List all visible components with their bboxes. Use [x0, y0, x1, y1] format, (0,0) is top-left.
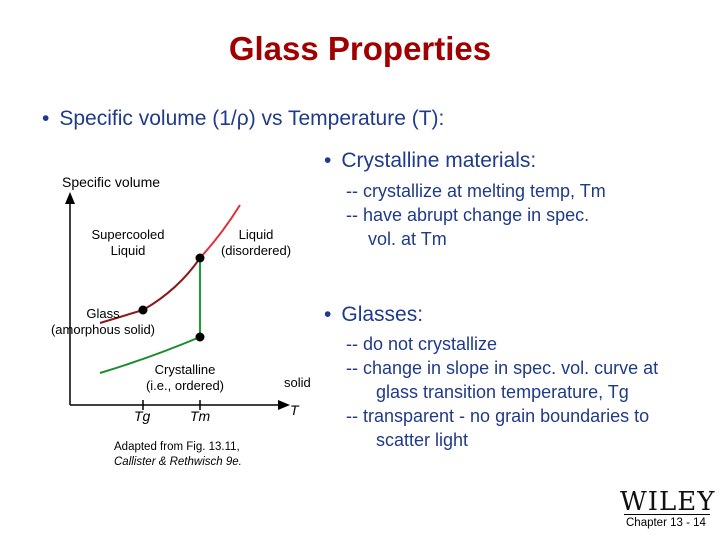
- crystalline-line1: -- crystallize at melting temp, Tm: [346, 181, 606, 201]
- glass-label-line2: (amorphous solid): [50, 322, 156, 337]
- main-bullet-text: Specific volume (1/ρ) vs Temperature (T)…: [59, 107, 445, 130]
- liquid-label: Liquid (disordered): [206, 227, 306, 259]
- crystalline-line3: vol. at Tm: [368, 229, 447, 249]
- liquid-label-line1: Liquid: [238, 227, 274, 242]
- x-axis-label: T: [290, 402, 299, 418]
- glass-label-line1: Glass: [86, 306, 120, 321]
- crystalline-label-line1: Crystalline: [154, 362, 216, 377]
- glasses-heading-text: Glasses:: [341, 303, 424, 326]
- glasses-line1: -- do not crystallize: [346, 334, 498, 354]
- caption-line2: Callister & Rethwisch 9e.: [114, 456, 242, 468]
- tick-label-tg: Tg: [134, 408, 151, 424]
- y-axis-arrow: [65, 192, 75, 204]
- point-liquid-tm: [195, 253, 205, 263]
- crystalline-curve: [99, 336, 201, 374]
- crystalline-heading: • Crystalline materials:: [324, 149, 536, 173]
- crystalline-line2: -- have abrupt change in spec.: [346, 205, 590, 225]
- glasses-line5: scatter light: [376, 430, 469, 450]
- crystalline-heading-text: Crystalline materials:: [341, 149, 537, 172]
- crystalline-label: Crystalline (i.e., ordered): [122, 362, 248, 394]
- wiley-logo: WILEY: [620, 487, 716, 517]
- point-crystal-tm: [195, 332, 205, 342]
- x-axis-arrow: [278, 400, 290, 410]
- glasses-heading: • Glasses:: [324, 303, 423, 327]
- glasses-line4: -- transparent - no grain boundaries to: [346, 406, 650, 426]
- y-axis-label: Specific volume: [62, 174, 161, 190]
- bullet-dot: •: [324, 303, 332, 326]
- glasses-line2: -- change in slope in spec. vol. curve a…: [346, 358, 659, 378]
- glass-curve: [99, 309, 144, 324]
- main-bullet: • Specific volume (1/ρ) vs Temperature (T…: [42, 107, 444, 131]
- glasses-line3: glass transition temperature, Tg: [376, 382, 629, 402]
- chapter-label: Chapter 13 - 14: [626, 517, 706, 529]
- crystalline-label-line2: (i.e., ordered): [145, 378, 225, 393]
- caption-line1: Adapted from Fig. 13.11,: [114, 441, 240, 453]
- supercooled-curve: [142, 257, 201, 311]
- tick-label-tm: Tm: [190, 408, 211, 424]
- solid-label: solid: [284, 375, 311, 390]
- footer-divider: [624, 514, 710, 515]
- supercooled-label-line1: Supercooled: [91, 227, 165, 242]
- point-glass-tg: [138, 305, 148, 315]
- liquid-label-line2: (disordered): [220, 243, 292, 258]
- slide-title: Glass Properties: [228, 30, 492, 67]
- glass-label: Glass (amorphous solid): [38, 306, 168, 338]
- supercooled-label: Supercooled Liquid: [78, 227, 178, 259]
- bullet-dot: •: [42, 107, 50, 130]
- supercooled-label-line2: Liquid: [110, 243, 146, 258]
- liquid-curve: [199, 204, 241, 259]
- bullet-dot: •: [324, 149, 332, 172]
- figure-caption: Adapted from Fig. 13.11, Callister & Ret…: [114, 440, 242, 470]
